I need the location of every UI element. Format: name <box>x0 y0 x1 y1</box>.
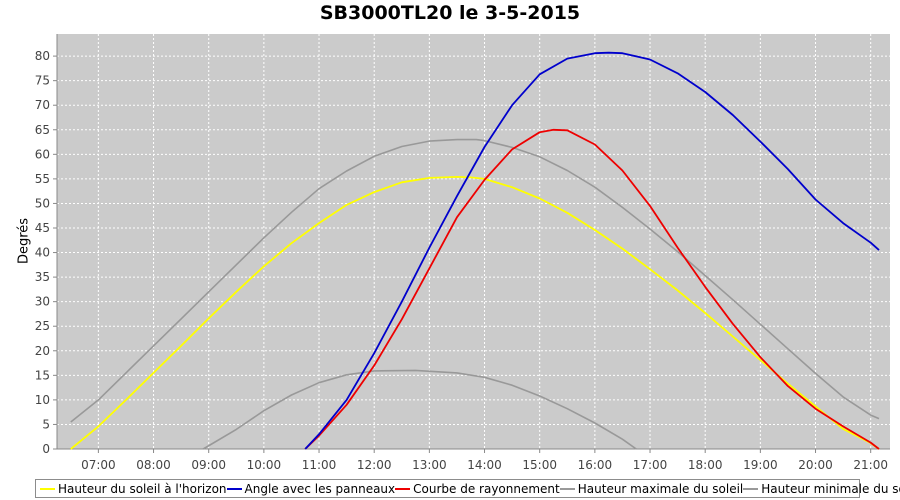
x-tick-label: 13:00 <box>412 458 447 472</box>
x-tick-label: 20:00 <box>798 458 833 472</box>
legend-item: Hauteur du soleil à l'horizon <box>40 482 227 496</box>
x-tick-label: 15:00 <box>522 458 557 472</box>
y-tick-label: 30 <box>35 295 50 309</box>
series-line-4 <box>70 138 880 423</box>
x-tick-label: 21:00 <box>853 458 888 472</box>
tick-layer: 0 5 10 15 20 25 30 35 40 45 50 55 60 65 70 75 80 07:00 08:… <box>35 49 888 472</box>
x-tick-label: 11:00 <box>302 458 337 472</box>
y-tick-label: 0 <box>42 442 50 456</box>
legend-swatch <box>395 487 411 490</box>
x-tick-label: 16:00 <box>578 458 613 472</box>
legend-swatch <box>40 487 55 490</box>
plot-area <box>57 34 890 449</box>
y-tick-label: 45 <box>35 221 50 235</box>
legend-label: Angle avec les panneaux <box>244 481 396 496</box>
y-tick-label: 35 <box>35 270 50 284</box>
x-tick-label: 12:00 <box>357 458 392 472</box>
y-tick-label: 15 <box>35 368 50 382</box>
y-tick-label: 25 <box>35 319 50 333</box>
x-tick-label: 18:00 <box>688 458 723 472</box>
legend-item: Hauteur minimale du soleil <box>743 482 900 496</box>
series-line-1 <box>70 175 880 450</box>
y-tick-label: 20 <box>35 344 50 358</box>
y-tick-label: 65 <box>35 123 50 137</box>
y-tick-label: 75 <box>35 74 50 88</box>
series-layer <box>70 51 880 450</box>
chart-title: SB3000TL20 le 3-5-2015 <box>319 2 581 24</box>
y-tick-label: 50 <box>35 196 50 210</box>
y-tick-label: 60 <box>35 147 50 161</box>
legend-swatch <box>226 487 242 490</box>
legend-item: Hauteur maximale du soleil <box>559 481 744 496</box>
legend-item: Angle avec les panneaux <box>226 481 396 496</box>
legend: Hauteur du soleil à l'horizon Angle avec … <box>35 479 900 498</box>
y-tick-label: 5 <box>42 417 50 431</box>
x-tick-label: 09:00 <box>191 458 226 472</box>
legend-swatch <box>559 487 575 490</box>
legend-label: Hauteur minimale du soleil <box>761 481 900 496</box>
x-tick-label: 17:00 <box>633 458 668 472</box>
series-line-5 <box>202 369 637 450</box>
y-tick-label: 55 <box>35 172 50 186</box>
x-tick-label: 14:00 <box>467 458 502 472</box>
legend-label: Hauteur du soleil à l'horizon <box>58 481 227 496</box>
legend-label: Courbe de rayonnement <box>413 481 560 496</box>
legend-item: Courbe de rayonnement <box>395 482 560 496</box>
grid-layer <box>57 34 890 449</box>
legend-label: Hauteur maximale du soleil <box>577 481 744 496</box>
y-tick-label: 70 <box>35 98 50 112</box>
x-tick-label: 07:00 <box>81 458 116 472</box>
x-tick-label: 08:00 <box>136 458 171 472</box>
y-tick-label: 40 <box>35 246 50 260</box>
legend-swatch <box>743 487 759 490</box>
series-line-3 <box>304 128 880 450</box>
y-tick-label: 10 <box>35 393 50 407</box>
x-tick-label: 10:00 <box>247 458 282 472</box>
y-axis-label: Degrés <box>17 218 32 264</box>
series-line-2 <box>304 51 880 450</box>
x-tick-label: 19:00 <box>743 458 778 472</box>
y-tick-label: 80 <box>35 49 50 63</box>
